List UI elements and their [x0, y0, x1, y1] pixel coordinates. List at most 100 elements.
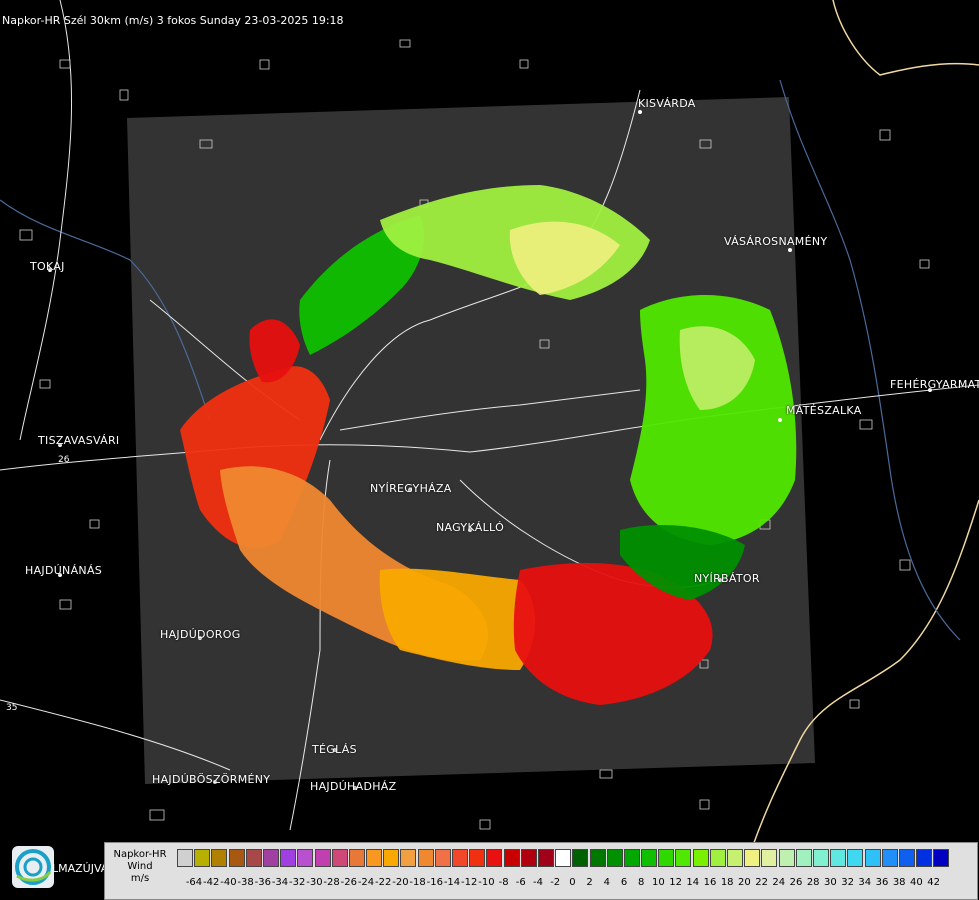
legend-swatch — [761, 849, 778, 867]
legend-swatch — [469, 849, 486, 867]
river — [0, 79, 961, 641]
legend-tick: -20 — [392, 877, 409, 888]
legend-swatch — [348, 849, 365, 867]
legend-swatch — [297, 849, 314, 867]
legend-swatch — [675, 849, 692, 867]
napkor-logo-icon — [12, 846, 54, 888]
legend-swatch — [572, 849, 589, 867]
echo-red-far-west — [249, 319, 300, 383]
city-label-nagykallo: NAGYKÁLLÓ — [436, 521, 505, 534]
city-label-nyiregyhaza: NYÍREGYHÁZA — [370, 482, 452, 495]
legend-swatch — [744, 849, 761, 867]
country-border — [744, 0, 979, 871]
legend-swatch — [727, 849, 743, 867]
echo-green-east — [630, 295, 797, 545]
legend-swatch — [881, 849, 898, 867]
echo-yellow-orange-south — [379, 568, 535, 670]
legend-tick: 16 — [703, 877, 717, 888]
map-title: Napkor-HR Szél 30km (m/s) 3 fokos Sunday… — [2, 14, 344, 27]
city-label-kisvarda: KISVÁRDA — [638, 97, 696, 110]
legend-brand-name: Napkor-HR — [113, 849, 167, 860]
city-label-mateszalka: MÁTÉSZALKA — [786, 404, 862, 417]
legend-tick: -34 — [271, 877, 289, 888]
road-number-35: 35 — [6, 703, 17, 713]
legend-swatches — [177, 849, 950, 869]
radar-echoes — [180, 185, 797, 705]
city-label-hajduboszormeny: HAJDÚBÖSZÖRMÉNY — [152, 773, 271, 786]
legend-tick: 18 — [720, 877, 734, 888]
legend-swatch — [778, 849, 795, 867]
legend-tick: -32 — [289, 877, 306, 888]
legend-brand: Napkor-HR Wind m/s — [105, 843, 175, 899]
legend-swatch — [417, 849, 434, 867]
legend-tick: -28 — [323, 877, 340, 888]
legend-swatch — [486, 849, 503, 867]
legend-tick: 6 — [620, 877, 628, 888]
legend-swatch — [194, 849, 211, 867]
city-label-tiszavasvari: TISZAVASVÁRI — [38, 434, 120, 447]
legend-tick: -4 — [533, 877, 543, 888]
legend-swatch — [916, 849, 933, 867]
legend-tick: -2 — [550, 877, 561, 888]
legend-swatch — [245, 849, 262, 867]
city-label-teglas: TÉGLÁS — [312, 743, 357, 756]
legend-unit: m/s — [130, 873, 150, 884]
legend-tick: 8 — [638, 877, 645, 888]
legend-swatch — [589, 849, 606, 867]
legend-tick: -24 — [357, 877, 375, 888]
legend-swatch — [366, 849, 383, 867]
legend-swatch — [400, 849, 417, 867]
logo-text: LMAZÚJVÁR — [52, 862, 116, 875]
echo-yellow-northeast — [509, 221, 620, 295]
wind-legend: Napkor-HR Wind m/s -64 -42 -40 -38 -36 -34 -32… — [104, 842, 978, 900]
road-number-26: 26 — [58, 455, 70, 465]
city-label-hajduhadhaz: HAJDÚHADHÁZ — [310, 780, 397, 793]
legend-tick: -42 — [203, 877, 220, 888]
city-label-tokaj: TOKAJ — [30, 260, 65, 273]
legend-tick: 42 — [927, 877, 940, 888]
legend-tick: 28 — [806, 877, 820, 888]
legend-swatch — [331, 849, 348, 867]
legend-swatch — [864, 849, 881, 867]
legend-swatch — [383, 849, 400, 867]
legend-swatch — [606, 849, 623, 867]
legend-tick: -26 — [340, 877, 357, 888]
legend-tick: -18 — [409, 877, 426, 888]
legend-swatch — [503, 849, 520, 867]
legend-tick: -64 — [185, 877, 203, 888]
city-label-hajdunanas: HAJDÚNÁNÁS — [25, 564, 103, 577]
legend-swatch — [520, 849, 537, 867]
legend-swatch — [898, 849, 915, 867]
legend-swatch — [830, 849, 847, 867]
legend-tick: 22 — [755, 877, 768, 888]
legend-tick: -8 — [498, 877, 509, 888]
legend-tick: -40 — [220, 877, 237, 888]
legend-swatch — [228, 849, 245, 867]
legend-swatch — [177, 849, 193, 867]
legend-swatch — [280, 849, 297, 867]
legend-tick: 2 — [586, 877, 593, 888]
legend-tick: -16 — [426, 877, 443, 888]
legend-swatch — [933, 849, 950, 867]
legend-label: Wind — [127, 861, 153, 872]
legend-tick: 10 — [652, 877, 665, 888]
legend-tick: 26 — [789, 877, 803, 888]
legend-tick: -10 — [478, 877, 495, 888]
legend-tick: 36 — [875, 877, 889, 888]
legend-tick: -38 — [237, 877, 254, 888]
city-markers — [48, 110, 932, 790]
legend-tick: 40 — [910, 877, 923, 888]
legend-tick: 34 — [858, 877, 872, 888]
legend-tick: -36 — [254, 877, 271, 888]
legend-swatch — [641, 849, 658, 867]
legend-tick: -14 — [443, 877, 461, 888]
legend-tick: -30 — [306, 877, 323, 888]
legend-tick: -6 — [515, 877, 526, 888]
legend-tick: 14 — [686, 877, 700, 888]
legend-swatch — [434, 849, 451, 867]
legend-swatch — [262, 849, 279, 867]
legend-swatch — [452, 849, 468, 867]
city-label-fehergyarmat: FEHÉRGYARMAT — [890, 378, 979, 391]
legend-swatch — [555, 849, 572, 867]
